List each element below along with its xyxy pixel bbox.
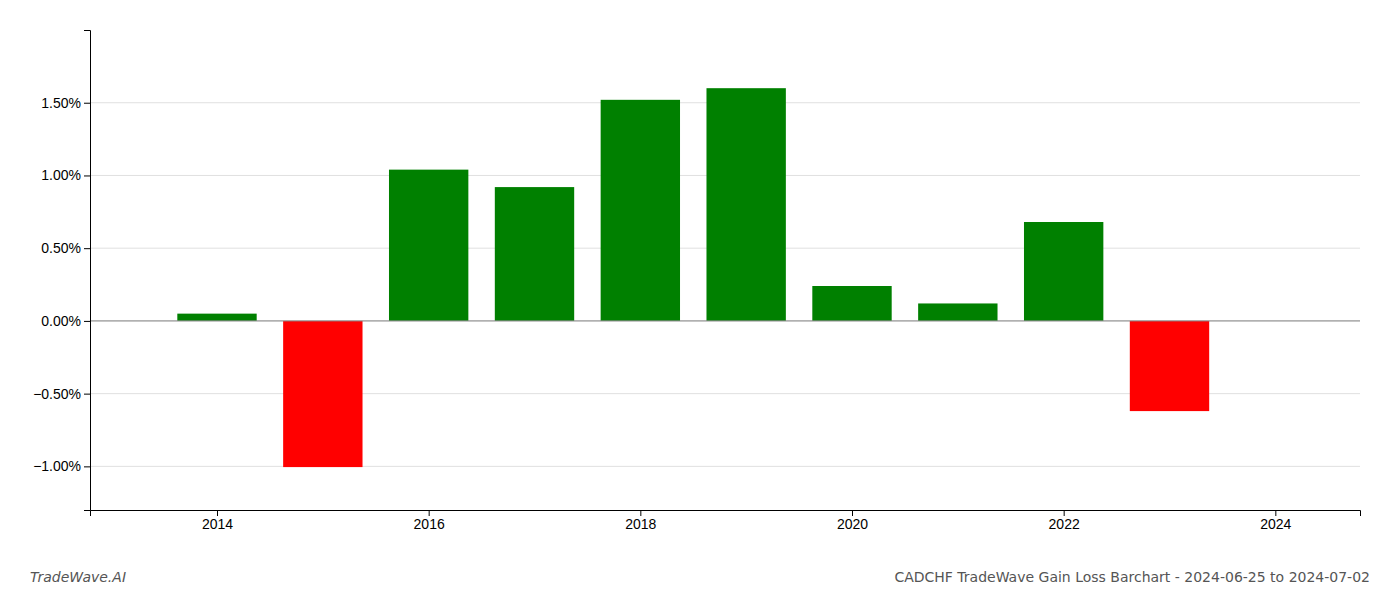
bar (812, 286, 891, 321)
bar (177, 314, 256, 321)
x-tick-label: 2016 (414, 516, 445, 532)
bar (918, 303, 997, 320)
y-tick-mark (84, 321, 90, 322)
x-tick: 2024 (1260, 510, 1291, 532)
y-axis-line (84, 31, 91, 511)
bars (177, 88, 1209, 467)
chart: 2014 2016 2018 2020 2022 2024 −1.00% −0.50% 0.00… (0, 0, 1400, 600)
y-tick: 1.00% (41, 167, 90, 183)
y-tick-label: −1.00% (33, 458, 81, 474)
x-tick-label: 2022 (1049, 516, 1080, 532)
y-tick-label: −0.50% (33, 386, 81, 402)
x-tick-label: 2018 (625, 516, 656, 532)
y-tick-label: 1.50% (41, 95, 81, 111)
y-tick: 0.50% (41, 240, 90, 256)
bar (1024, 222, 1103, 321)
grid-line (90, 320, 1360, 321)
bar (1130, 321, 1209, 411)
y-tick-label: 0.50% (41, 240, 81, 256)
bar (389, 170, 468, 321)
y-tick-label: 1.00% (41, 167, 81, 183)
plot: 2014 2016 2018 2020 2022 2024 −1.00% −0.50% 0.00… (33, 31, 1360, 532)
bar (706, 88, 785, 321)
x-axis-line (91, 511, 1361, 517)
y-axis: −1.00% −0.50% 0.00% 0.50% 1.00% 1.50% (33, 31, 90, 511)
bar (283, 321, 362, 467)
y-tick-mark (84, 248, 90, 249)
y-tick-label: 0.00% (41, 313, 81, 329)
x-tick: 2014 (202, 510, 233, 532)
watermark: TradeWave.AI (30, 569, 126, 585)
y-tick: 1.50% (41, 95, 90, 111)
title: CADCHF TradeWave Gain Loss Barchart - 20… (894, 569, 1370, 585)
x-tick-label: 2020 (837, 516, 868, 532)
y-tick-mark (84, 466, 90, 467)
y-tick: −0.50% (33, 386, 90, 402)
x-tick: 2020 (837, 510, 868, 532)
x-tick-label: 2024 (1260, 516, 1291, 532)
zero-line (90, 320, 1360, 321)
y-tick: 0.00% (41, 313, 90, 329)
y-tick-mark (84, 394, 90, 395)
bar (601, 100, 680, 321)
y-tick: −1.00% (33, 458, 90, 474)
x-tick: 2018 (625, 510, 656, 532)
x-axis: 2014 2016 2018 2020 2022 2024 (91, 510, 1361, 532)
x-tick-label: 2014 (202, 516, 233, 532)
y-tick-mark (84, 175, 90, 176)
x-tick: 2022 (1049, 510, 1080, 532)
grid-line (90, 466, 1360, 467)
bar (495, 187, 574, 321)
x-tick: 2016 (414, 510, 445, 532)
y-tick-mark (84, 103, 90, 104)
